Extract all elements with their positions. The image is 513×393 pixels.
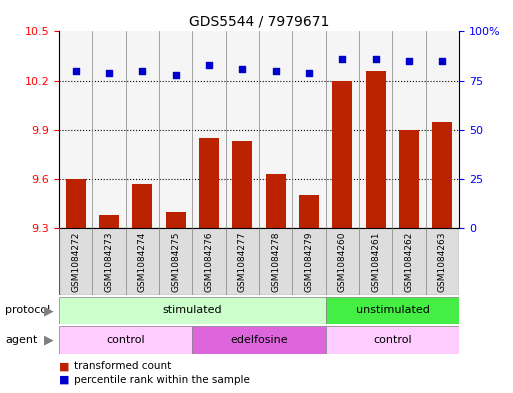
Bar	[432, 121, 452, 228]
Text: transformed count: transformed count	[74, 362, 172, 371]
Bar	[299, 195, 319, 228]
Point	[171, 72, 180, 78]
Text: stimulated: stimulated	[163, 305, 222, 316]
Text: ▶: ▶	[44, 304, 53, 317]
Text: GSM1084273: GSM1084273	[105, 231, 113, 292]
Bar	[326, 297, 459, 324]
Text: GSM1084278: GSM1084278	[271, 231, 280, 292]
Text: percentile rank within the sample: percentile rank within the sample	[74, 375, 250, 385]
Title: GDS5544 / 7979671: GDS5544 / 7979671	[189, 15, 329, 29]
Point	[71, 68, 80, 74]
Point	[138, 68, 146, 74]
Text: ■: ■	[59, 362, 69, 371]
Text: GSM1084261: GSM1084261	[371, 231, 380, 292]
Text: GSM1084260: GSM1084260	[338, 231, 347, 292]
Point	[371, 56, 380, 62]
Text: GSM1084262: GSM1084262	[405, 231, 413, 292]
Text: GSM1084272: GSM1084272	[71, 231, 80, 292]
Point	[305, 70, 313, 76]
Text: GSM1084276: GSM1084276	[205, 231, 213, 292]
Bar	[399, 130, 419, 228]
Text: agent: agent	[5, 335, 37, 345]
Point	[405, 58, 413, 64]
Bar	[199, 138, 219, 228]
Text: unstimulated: unstimulated	[356, 305, 429, 316]
Text: edelfosine: edelfosine	[230, 335, 288, 345]
Point	[338, 56, 346, 62]
Bar	[232, 141, 252, 228]
Bar	[132, 184, 152, 228]
Point	[238, 66, 246, 72]
Text: GSM1084274: GSM1084274	[138, 231, 147, 292]
Bar	[166, 211, 186, 228]
Bar	[366, 71, 386, 228]
Point	[205, 62, 213, 68]
Point	[105, 70, 113, 76]
Bar	[192, 326, 326, 354]
Bar	[66, 179, 86, 228]
Point	[438, 58, 446, 64]
Bar	[99, 215, 119, 228]
Text: GSM1084279: GSM1084279	[305, 231, 313, 292]
Text: ▶: ▶	[44, 333, 53, 347]
Bar	[326, 326, 459, 354]
Text: GSM1084263: GSM1084263	[438, 231, 447, 292]
Bar	[59, 297, 326, 324]
Text: ■: ■	[59, 375, 69, 385]
Text: GSM1084275: GSM1084275	[171, 231, 180, 292]
Bar	[59, 326, 192, 354]
Text: protocol: protocol	[5, 305, 50, 316]
Bar	[266, 174, 286, 228]
Bar	[332, 81, 352, 228]
Text: control: control	[373, 335, 412, 345]
Text: control: control	[106, 335, 145, 345]
Text: GSM1084277: GSM1084277	[238, 231, 247, 292]
Point	[271, 68, 280, 74]
